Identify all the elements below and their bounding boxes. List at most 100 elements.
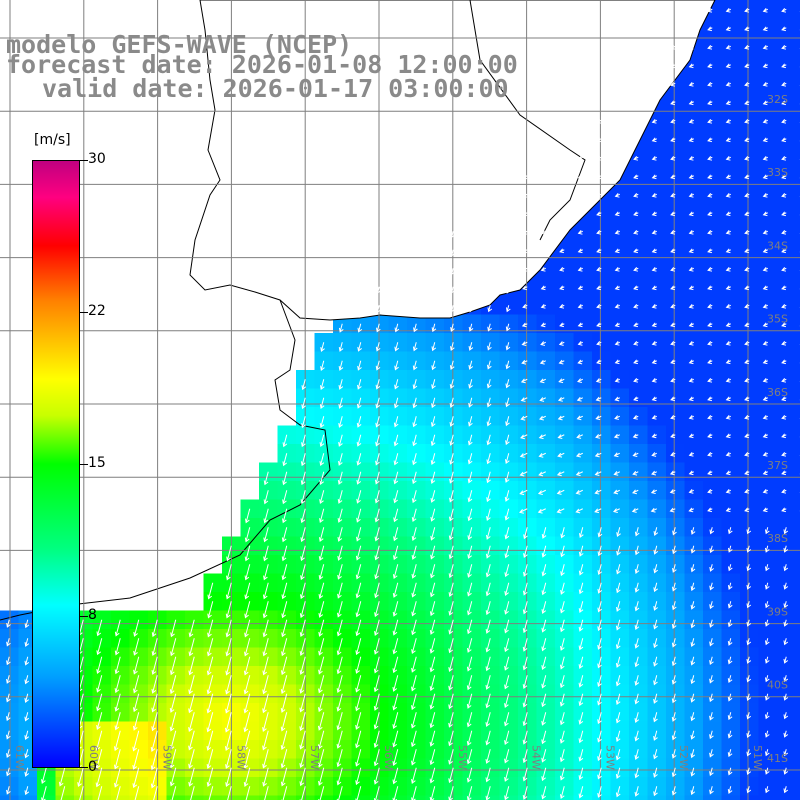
wind-arrow xyxy=(559,303,565,309)
wind-arrow xyxy=(504,786,510,800)
wind-arrow xyxy=(225,638,232,657)
wind-arrow xyxy=(486,527,491,540)
wind-cell xyxy=(777,259,796,278)
wind-arrow xyxy=(207,582,214,600)
wind-arrow xyxy=(539,378,546,384)
wind-cell xyxy=(777,0,796,19)
wind-arrow xyxy=(467,527,473,541)
wind-arrow xyxy=(280,656,288,676)
wind-cell xyxy=(740,388,759,408)
wind-arrow xyxy=(504,619,510,634)
wind-arrow xyxy=(707,118,713,124)
wind-arrow xyxy=(466,730,473,746)
wind-arrow xyxy=(671,767,677,778)
wind-arrow xyxy=(188,619,195,638)
wind-cell xyxy=(795,148,800,167)
wind-cell xyxy=(703,18,722,38)
wind-arrow xyxy=(541,730,547,745)
wind-cell xyxy=(777,74,796,93)
wind-cell xyxy=(721,351,741,371)
wind-cell xyxy=(758,203,778,223)
wind-arrow xyxy=(540,341,546,346)
wind-arrow xyxy=(762,433,768,439)
wind-cell xyxy=(721,0,741,19)
wind-arrow xyxy=(688,100,694,106)
wind-cell xyxy=(795,259,800,278)
wind-arrow xyxy=(746,712,752,720)
wind-arrow xyxy=(651,174,657,180)
wind-cell xyxy=(777,481,796,500)
wind-arrow xyxy=(744,174,750,180)
wind-arrow xyxy=(575,471,583,477)
wind-cell xyxy=(684,277,704,297)
wind-arrow xyxy=(597,601,603,613)
wind-cell xyxy=(740,185,759,204)
wind-arrow xyxy=(634,693,640,705)
wind-arrow xyxy=(207,619,214,638)
wind-arrow xyxy=(688,396,694,402)
wind-arrow xyxy=(299,601,306,619)
wind-arrow xyxy=(781,26,787,32)
wind-arrow xyxy=(318,675,325,694)
wind-cell xyxy=(684,795,704,800)
wind-arrow xyxy=(614,377,620,383)
wind-cell xyxy=(795,481,800,500)
wind-arrow xyxy=(485,638,491,653)
wind-arrow xyxy=(338,323,344,333)
wind-arrow xyxy=(319,453,325,467)
wind-arrow xyxy=(783,582,789,590)
wind-cell xyxy=(777,111,796,130)
wind-arrow xyxy=(519,489,528,496)
wind-arrow xyxy=(355,712,362,730)
wind-arrow xyxy=(320,379,325,391)
wind-arrow xyxy=(744,396,750,402)
wind-arrow xyxy=(467,471,473,484)
wind-arrow xyxy=(651,81,657,87)
wind-arrow xyxy=(520,378,528,384)
wind-arrow xyxy=(206,656,214,676)
wind-cell xyxy=(666,499,685,519)
wind-arrow xyxy=(764,619,770,627)
wind-arrow xyxy=(764,786,770,794)
wind-arrow xyxy=(374,601,380,618)
wind-arrow xyxy=(429,786,436,800)
wind-arrow xyxy=(653,656,658,667)
colorbar-tick-mark xyxy=(80,160,88,161)
wind-arrow xyxy=(614,118,620,124)
colorbar-tick-mark xyxy=(80,767,88,768)
wind-arrow xyxy=(537,508,546,514)
wind-arrow xyxy=(522,248,528,254)
wind-arrow xyxy=(781,266,787,272)
wind-cell xyxy=(703,148,722,167)
wind-arrow xyxy=(559,730,565,744)
wind-arrow xyxy=(262,656,269,676)
wind-arrow xyxy=(301,397,306,410)
wind-arrow xyxy=(540,303,546,309)
wind-arrow xyxy=(244,564,251,581)
wind-arrow xyxy=(355,693,362,712)
wind-arrow xyxy=(744,7,750,13)
wind-cell xyxy=(555,277,574,297)
wind-cell xyxy=(592,795,611,800)
wind-arrow xyxy=(430,416,436,428)
wind-arrow xyxy=(707,7,713,13)
wind-cell xyxy=(795,444,800,463)
wind-arrow xyxy=(299,749,306,768)
wind-arrow xyxy=(355,767,362,786)
wind-cell xyxy=(536,795,556,800)
wind-arrow xyxy=(263,545,269,562)
wind-cell xyxy=(740,148,759,167)
wind-arrow xyxy=(762,377,768,383)
wind-cell xyxy=(536,425,556,445)
wind-arrow xyxy=(634,675,640,686)
wind-cell xyxy=(721,444,741,463)
wind-cell xyxy=(647,795,667,800)
wind-cell xyxy=(777,370,796,389)
wind-cell xyxy=(666,203,685,223)
wind-arrow xyxy=(411,675,417,692)
wind-cell xyxy=(795,592,800,611)
wind-cell xyxy=(536,388,556,408)
wind-arrow xyxy=(263,490,269,505)
wind-arrow xyxy=(651,414,657,420)
wind-cell xyxy=(536,481,556,500)
